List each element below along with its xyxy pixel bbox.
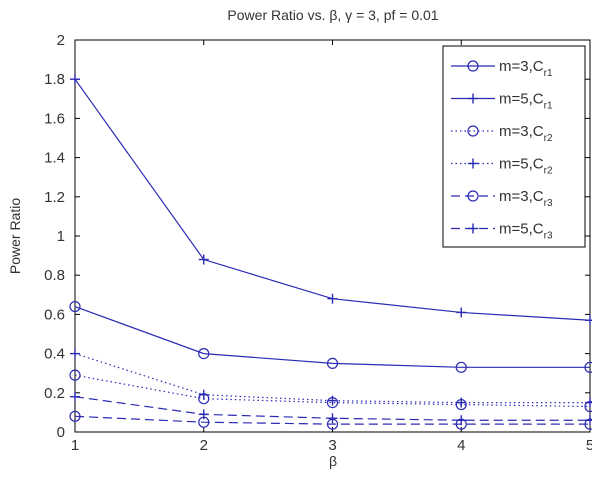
data-point bbox=[198, 254, 209, 265]
series-line bbox=[74, 353, 590, 404]
legend-marker bbox=[468, 223, 478, 234]
legend-label: m=3,Cr2 bbox=[499, 123, 553, 144]
legend-marker bbox=[467, 125, 479, 137]
series-6 bbox=[70, 391, 592, 426]
x-tick-label: 3 bbox=[328, 437, 336, 454]
data-point bbox=[69, 369, 81, 381]
legend-item: m=5,Cr1 bbox=[451, 91, 553, 112]
series-1 bbox=[69, 300, 592, 373]
y-tick-label: 0.2 bbox=[44, 385, 65, 402]
y-tick-label: 0.8 bbox=[44, 267, 65, 284]
data-point bbox=[585, 397, 592, 408]
data-point bbox=[198, 389, 209, 400]
series-4 bbox=[70, 348, 592, 408]
data-point bbox=[585, 315, 592, 326]
y-tick-label: 1.2 bbox=[44, 189, 65, 206]
y-tick-label: 0 bbox=[57, 424, 65, 441]
legend-item: m=5,Cr3 bbox=[451, 221, 553, 242]
y-tick-label: 1 bbox=[57, 228, 65, 245]
x-tick-label: 1 bbox=[71, 437, 79, 454]
data-point bbox=[456, 307, 467, 318]
data-point bbox=[198, 409, 209, 420]
data-point bbox=[70, 348, 80, 359]
data-point bbox=[69, 410, 81, 422]
x-axis-label: β bbox=[329, 453, 337, 469]
data-point bbox=[585, 415, 592, 426]
series-2 bbox=[70, 74, 592, 326]
data-point bbox=[70, 391, 80, 402]
legend-marker bbox=[467, 190, 479, 202]
data-point bbox=[456, 415, 467, 426]
data-point bbox=[456, 397, 467, 408]
x-tick-label: 5 bbox=[586, 437, 592, 454]
x-axis-ticks: 1 2 3 4 5 bbox=[71, 40, 592, 454]
data-point bbox=[326, 357, 339, 369]
legend-label-subscript: r1 bbox=[544, 101, 553, 112]
data-point bbox=[198, 348, 210, 360]
y-axis-label: Power Ratio bbox=[7, 198, 23, 274]
legend-label-subscript: r3 bbox=[544, 231, 553, 242]
legend-item: m=3,Cr1 bbox=[451, 58, 553, 79]
y-tick-label: 1.6 bbox=[44, 110, 65, 127]
legend-item: m=5,Cr2 bbox=[451, 156, 553, 177]
y-tick-label: 0.4 bbox=[44, 346, 65, 363]
legend-item: m=3,Cr3 bbox=[451, 188, 553, 209]
data-point bbox=[584, 361, 592, 373]
legend-item: m=3,Cr2 bbox=[451, 123, 553, 144]
data-point bbox=[327, 293, 338, 304]
data-point bbox=[455, 361, 467, 373]
legend-label: m=3,Cr1 bbox=[499, 58, 553, 79]
legend-label-subscript: r2 bbox=[544, 166, 553, 177]
y-tick-label: 1.8 bbox=[44, 71, 65, 88]
series-line bbox=[74, 305, 590, 368]
legend-marker bbox=[468, 158, 478, 169]
legend-label-subscript: r2 bbox=[544, 133, 553, 144]
y-tick-label: 2 bbox=[57, 32, 65, 49]
legend-label: m=5,Cr3 bbox=[499, 221, 553, 242]
legend-label-subscript: r1 bbox=[544, 68, 553, 79]
series-layer bbox=[69, 74, 592, 430]
legend: m=3,Cr1 m=5,Cr1 m=3,Cr2 m=5,Cr2 m=3,Cr3 m=5,C… bbox=[442, 45, 586, 248]
data-point bbox=[327, 395, 338, 406]
legend-label: m=3,Cr3 bbox=[499, 188, 553, 209]
y-tick-label: 1.4 bbox=[44, 150, 65, 167]
series-line bbox=[74, 415, 590, 425]
legend-box bbox=[442, 45, 586, 248]
data-point bbox=[69, 300, 81, 313]
x-tick-label: 4 bbox=[457, 437, 465, 454]
data-point bbox=[70, 74, 80, 85]
y-tick-label: 0.6 bbox=[44, 306, 65, 323]
legend-label: m=5,Cr1 bbox=[499, 91, 553, 112]
legend-label-subscript: r3 bbox=[544, 198, 553, 209]
chart-title: Power Ratio vs. β, γ = 3, pf = 0.01 bbox=[227, 7, 438, 23]
legend-marker bbox=[467, 60, 479, 72]
legend-label: m=5,Cr2 bbox=[499, 156, 553, 177]
x-tick-label: 2 bbox=[200, 437, 208, 454]
data-point bbox=[327, 413, 338, 424]
legend-marker bbox=[468, 93, 478, 104]
